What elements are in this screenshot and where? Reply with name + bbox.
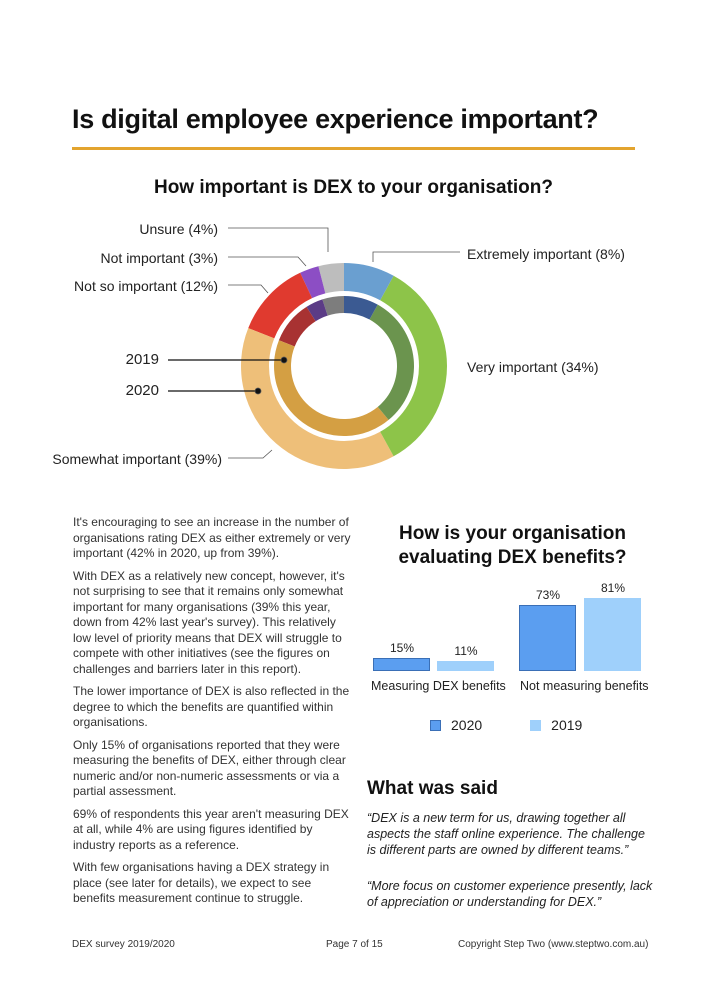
legend-item-2019: 2019 (530, 717, 582, 733)
bar-value-label: 11% (454, 644, 478, 659)
marker-2020 (254, 387, 262, 395)
footer-page-number: Page 7 of 15 (326, 939, 383, 950)
donut-slice-2019-unsure (322, 296, 344, 316)
category-measuring: Measuring DEX benefits (371, 679, 506, 693)
bar-2019-1 (584, 598, 641, 671)
donut-slice-2019-somewhat-important (274, 340, 389, 436)
title-divider (72, 147, 635, 150)
quote: “DEX is a new term for us, drawing toget… (367, 811, 645, 857)
donut-slice-2020-not-so-important (248, 272, 313, 339)
donut-slice-2019-extremely-important (344, 296, 378, 320)
bar-2019-0 (437, 661, 494, 671)
footer-copyright: Copyright Step Two (www.steptwo.com.au) (458, 939, 649, 950)
paragraph: Only 15% of organisations reported that … (73, 737, 346, 799)
leader-unsure (228, 227, 329, 252)
legend-item-2020: 2020 (430, 717, 482, 733)
bar-2020-0 (373, 657, 430, 671)
donut-slice-2019-not-so-important (278, 306, 316, 347)
label-very-important: Very important (34%) (467, 359, 599, 375)
leader-somewhat-important (228, 449, 273, 459)
legend-swatch (430, 720, 441, 731)
legend-label: 2020 (451, 717, 483, 733)
bar-2020-1 (519, 605, 576, 671)
paragraph: With DEX as a relatively new concept, ho… (73, 568, 345, 676)
label-unsure: Unsure (4%) (139, 221, 218, 237)
donut-slice-2020-not-important (300, 266, 326, 299)
what-was-said-heading: What was said (367, 778, 498, 799)
label-2020: 2020 (125, 382, 159, 399)
donut-slice-2020-very-important (380, 275, 448, 457)
paragraph: It's encouraging to see an increase in t… (73, 515, 351, 560)
label-2019: 2019 (125, 351, 159, 368)
donut-chart (168, 227, 460, 470)
body-text: It's encouraging to see an increase in t… (73, 515, 353, 914)
donut-chart-title: How important is DEX to your organisatio… (153, 177, 554, 198)
donut-slice-2020-unsure (318, 263, 344, 294)
label-extremely-important: Extremely important (8%) (467, 246, 625, 262)
marker-2019 (280, 356, 288, 364)
paragraph: With few organisations having a DEX stra… (73, 860, 330, 905)
leader-extremely-important (372, 251, 460, 262)
label-not-important: Not important (3%) (100, 250, 218, 266)
label-not-so-important: Not so important (12%) (74, 278, 218, 294)
bar-chart-title: How is your organisation evaluating DEX … (398, 523, 627, 568)
legend-swatch (530, 720, 542, 731)
bar-value-label: 15% (389, 640, 415, 655)
leader-not-important (228, 256, 307, 267)
bar-legend: 2020 2019 (430, 717, 582, 733)
donut-slice-2019-very-important (369, 304, 414, 420)
paragraph: The lower importance of DEX is also refl… (73, 684, 350, 729)
label-somewhat-important: Somewhat important (39%) (52, 451, 222, 467)
donut-slice-2019-not-important (306, 299, 328, 322)
paragraph: 69% of respondents this year aren't meas… (73, 806, 349, 852)
donut-slice-2020-somewhat-important (241, 328, 394, 470)
page-title: Is digital employee experience important… (72, 104, 599, 134)
category-not-measuring: Not measuring benefits (520, 679, 649, 693)
leader-not-so-important (228, 284, 269, 294)
donut-slice-2020-extremely-important (344, 263, 394, 301)
bar-value-label: 73% (535, 588, 561, 603)
footer-left: DEX survey 2019/2020 (72, 939, 175, 950)
bar-value-label: 81% (600, 581, 626, 596)
legend-label: 2019 (551, 717, 583, 733)
quote: “More focus on customer experience prese… (367, 879, 653, 909)
